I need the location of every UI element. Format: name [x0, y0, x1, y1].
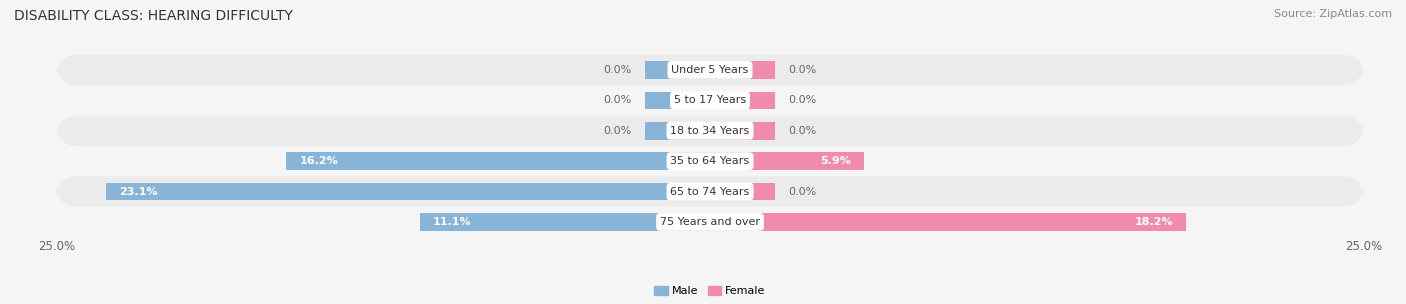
- Text: Source: ZipAtlas.com: Source: ZipAtlas.com: [1274, 9, 1392, 19]
- Text: 0.0%: 0.0%: [603, 65, 631, 75]
- FancyBboxPatch shape: [56, 85, 1364, 116]
- Text: Under 5 Years: Under 5 Years: [672, 65, 748, 75]
- Text: 23.1%: 23.1%: [120, 187, 157, 196]
- Text: 18 to 34 Years: 18 to 34 Years: [671, 126, 749, 136]
- Text: 0.0%: 0.0%: [789, 126, 817, 136]
- Text: 0.0%: 0.0%: [789, 65, 817, 75]
- Text: DISABILITY CLASS: HEARING DIFFICULTY: DISABILITY CLASS: HEARING DIFFICULTY: [14, 9, 292, 23]
- Text: 0.0%: 0.0%: [789, 95, 817, 105]
- Bar: [710, 122, 776, 140]
- Legend: Male, Female: Male, Female: [650, 282, 770, 301]
- Bar: [420, 213, 710, 231]
- Bar: [710, 92, 776, 109]
- FancyBboxPatch shape: [56, 176, 1364, 207]
- Bar: [105, 183, 710, 200]
- Text: 65 to 74 Years: 65 to 74 Years: [671, 187, 749, 196]
- Text: 18.2%: 18.2%: [1135, 217, 1173, 227]
- Text: 0.0%: 0.0%: [789, 187, 817, 196]
- Bar: [644, 92, 710, 109]
- FancyBboxPatch shape: [56, 55, 1364, 85]
- Bar: [644, 61, 710, 79]
- Bar: [710, 152, 865, 170]
- Text: 16.2%: 16.2%: [299, 156, 339, 166]
- Text: 0.0%: 0.0%: [603, 95, 631, 105]
- Text: 75 Years and over: 75 Years and over: [659, 217, 761, 227]
- Bar: [287, 152, 710, 170]
- Text: 5.9%: 5.9%: [820, 156, 851, 166]
- FancyBboxPatch shape: [56, 207, 1364, 237]
- Bar: [710, 183, 776, 200]
- Bar: [710, 61, 776, 79]
- Text: 35 to 64 Years: 35 to 64 Years: [671, 156, 749, 166]
- Text: 0.0%: 0.0%: [603, 126, 631, 136]
- Text: 11.1%: 11.1%: [433, 217, 471, 227]
- Bar: [710, 213, 1187, 231]
- FancyBboxPatch shape: [56, 116, 1364, 146]
- FancyBboxPatch shape: [56, 146, 1364, 176]
- Text: 5 to 17 Years: 5 to 17 Years: [673, 95, 747, 105]
- Bar: [644, 122, 710, 140]
